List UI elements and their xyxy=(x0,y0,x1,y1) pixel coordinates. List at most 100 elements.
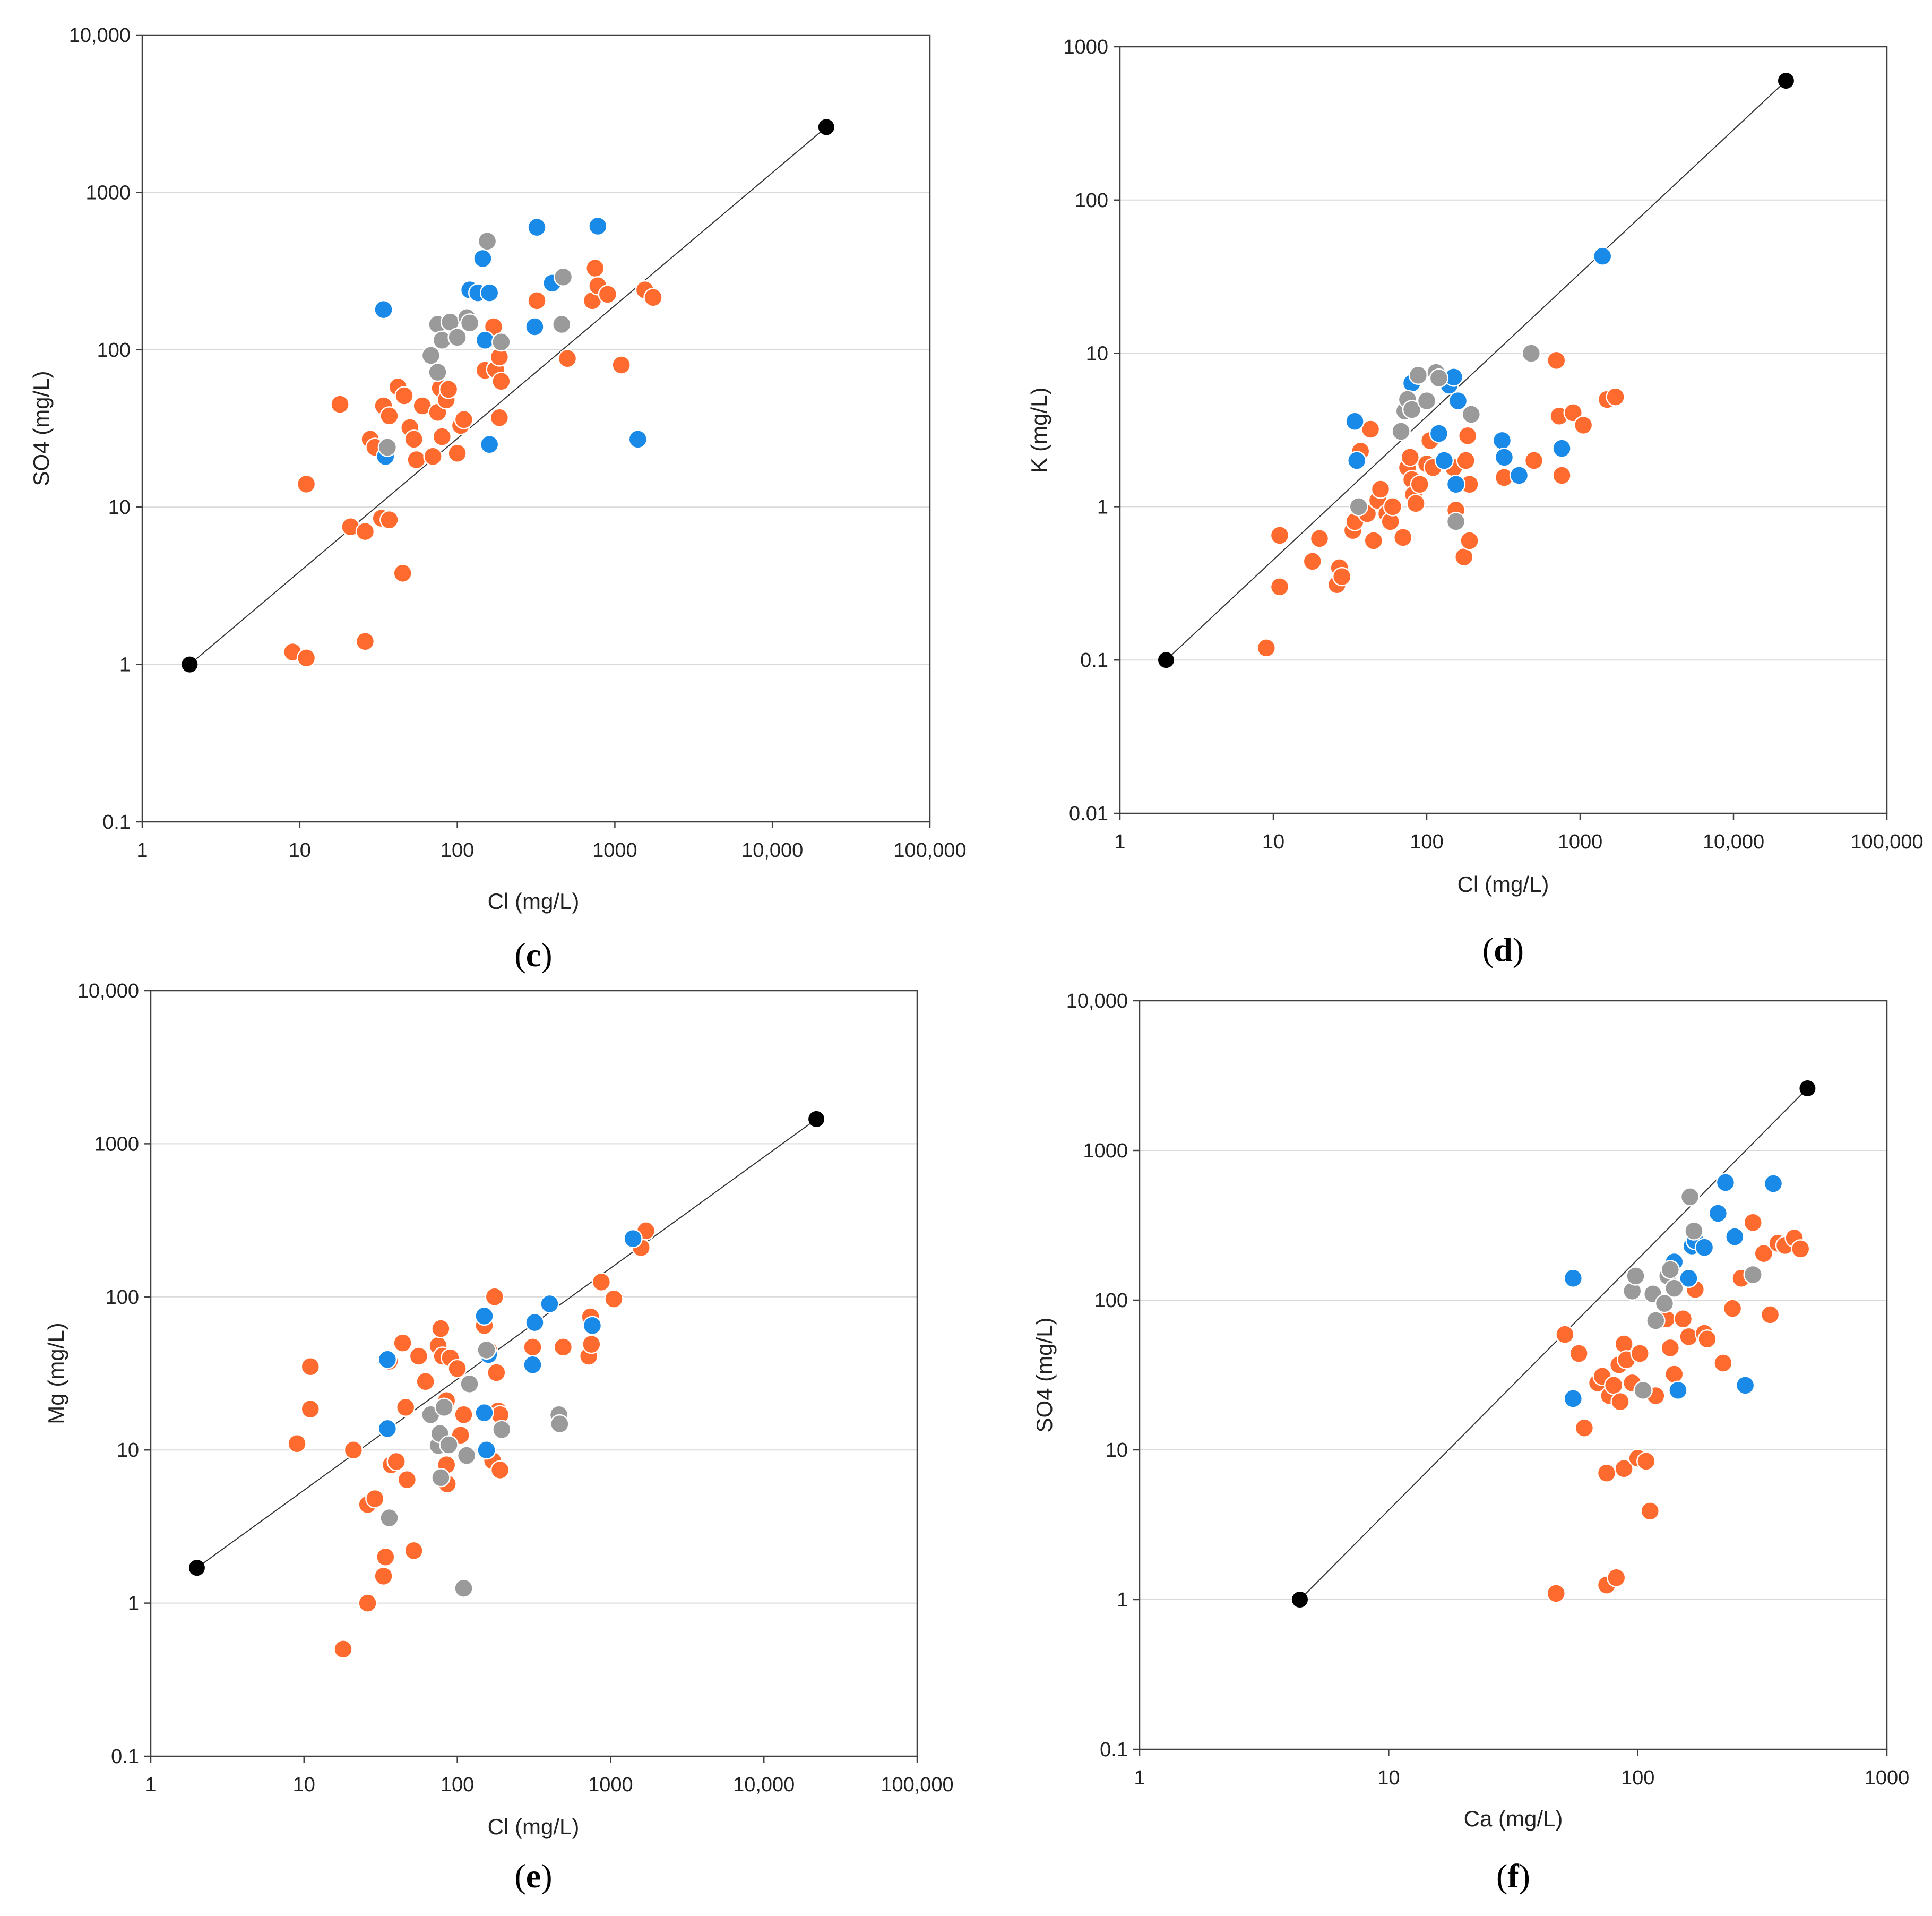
panel-c-y-tick-label: 1 xyxy=(119,654,131,676)
panel-e-y-tick-label: 10,000 xyxy=(77,980,139,1002)
panel-d-point-gray xyxy=(1429,368,1449,388)
panel-e-point-blue xyxy=(623,1228,643,1249)
panel-d-point-orange xyxy=(1360,419,1381,439)
panel-f-x-tick-label: 100 xyxy=(1621,1767,1654,1789)
panel-c: 1 10 100 1000 10,000 100,000 0.1110100100010,… xyxy=(29,24,967,974)
panel-d-y-axis-title: K (mg/L) xyxy=(1027,387,1051,472)
panel-f-point-gray xyxy=(1633,1380,1653,1401)
panel-e-point-orange xyxy=(431,1319,451,1338)
panel-d-x-axis-title: Cl (mg/L) xyxy=(1457,872,1549,897)
panel-c-point-blue xyxy=(374,299,393,320)
panel-e-point-blue xyxy=(523,1355,542,1375)
panel-c-points xyxy=(182,119,834,673)
panel-c-point-blue xyxy=(475,330,495,350)
panel-d-point-blue xyxy=(1347,451,1367,470)
panel-e-point-orange xyxy=(416,1371,435,1391)
panel-e-point-orange xyxy=(395,1397,416,1417)
panel-d-point-orange xyxy=(1309,529,1330,548)
panel-e-point-blue xyxy=(477,1440,496,1460)
panel-c-point-orange xyxy=(355,632,375,651)
panel-e-point-reference xyxy=(188,1560,205,1576)
panel-f-point-orange xyxy=(1760,1305,1780,1325)
panel-d-point-gray xyxy=(1417,391,1437,411)
panel-f-y-tick-label: 1000 xyxy=(1083,1140,1128,1162)
panel-c-point-gray xyxy=(460,313,480,333)
panel-c-point-blue xyxy=(588,216,608,236)
panel-c-point-orange xyxy=(447,443,467,463)
panel-f-plot-frame xyxy=(1138,1000,1888,1750)
panel-c-point-gray xyxy=(491,332,511,352)
panel-d-point-gray xyxy=(1408,365,1428,385)
panel-c-gridlines xyxy=(142,192,930,665)
panel-c-label-letter: c xyxy=(526,936,541,974)
panel-c-y-tick-label: 100 xyxy=(97,339,131,362)
panel-e-point-orange xyxy=(287,1434,307,1454)
panel-e-point-orange xyxy=(553,1337,573,1357)
panel-c-y-axis-title: SO4 (mg/L) xyxy=(29,371,54,486)
panel-d-point-orange xyxy=(1270,526,1290,545)
panel-f-point-orange xyxy=(1679,1327,1698,1347)
panel-f-points xyxy=(1291,1080,1816,1608)
panel-d-point-blue xyxy=(1446,474,1466,494)
panel-d-y-tick-label: 0.01 xyxy=(1069,803,1108,825)
panel-e-plot-frame xyxy=(150,990,918,1757)
panel-e-point-gray xyxy=(460,1374,479,1394)
panel-f-y-tick-label: 0.1 xyxy=(1100,1739,1128,1761)
panel-f-point-blue xyxy=(1708,1204,1728,1223)
panel-f-point-gray xyxy=(1743,1265,1763,1285)
panel-c-y-tick-label: 0.1 xyxy=(102,811,131,834)
panel-d-y-tick-label: 0.1 xyxy=(1080,649,1108,672)
panel-c-point-blue xyxy=(525,317,545,337)
panel-f-point-gray xyxy=(1680,1187,1700,1207)
panel-f-point-blue xyxy=(1694,1238,1714,1257)
panel-c-point-orange xyxy=(380,406,399,426)
panel-e-y-tick-label: 0.1 xyxy=(111,1746,139,1768)
panel-f-point-orange xyxy=(1569,1344,1589,1363)
panel-d-point-blue xyxy=(1345,411,1365,431)
panel-d-point-orange xyxy=(1303,552,1323,571)
panel-e-point-orange xyxy=(333,1639,353,1659)
panel-d-point-blue xyxy=(1434,451,1454,470)
panel-c-point-orange xyxy=(330,394,350,414)
panel-f-point-blue xyxy=(1735,1376,1755,1395)
panel-c-point-gray xyxy=(377,437,398,457)
panel-f: 1 10 100 1000 0.1 1 10 100 1000 10,000 Ca (mg/L)… xyxy=(1032,990,1909,1895)
panel-d-point-reference xyxy=(1778,73,1794,89)
panel-d-point-orange xyxy=(1364,531,1384,551)
panel-f-y-axis-title: SO4 (mg/L) xyxy=(1032,1317,1057,1432)
panel-d-point-orange xyxy=(1454,547,1474,567)
panel-f-point-orange xyxy=(1606,1568,1626,1588)
panel-f-point-orange xyxy=(1640,1501,1660,1521)
panel-f-point-orange xyxy=(1555,1325,1575,1344)
panel-f-point-orange xyxy=(1754,1243,1774,1264)
panel-e-point-gray xyxy=(380,1508,399,1528)
panel-f-point-blue xyxy=(1679,1268,1698,1288)
panel-c-label: (c) xyxy=(514,936,552,974)
panel-d-point-blue xyxy=(1592,246,1612,266)
panel-f-point-orange xyxy=(1630,1344,1650,1363)
panel-d-x-tick-label: 10,000 xyxy=(1703,831,1764,853)
panel-f-y-tick-label: 100 xyxy=(1094,1290,1128,1312)
panel-f-y-tick-label: 10,000 xyxy=(1066,990,1128,1012)
panel-e-point-gray xyxy=(431,1467,451,1488)
panel-e-point-gray xyxy=(439,1435,459,1455)
panel-f-y-tick-label: 1 xyxy=(1117,1589,1128,1611)
panel-e-point-blue xyxy=(377,1350,398,1369)
panel-f-point-gray xyxy=(1654,1294,1675,1313)
panel-e-point-gray xyxy=(454,1578,473,1598)
panel-c-point-orange xyxy=(380,510,399,530)
panel-f-point-blue xyxy=(1725,1227,1745,1247)
panel-d-label-letter: d xyxy=(1494,931,1513,968)
panel-c-point-orange xyxy=(611,355,631,375)
panel-d-plot-frame xyxy=(1119,46,1888,814)
panel-d-point-gray xyxy=(1521,343,1541,363)
panel-f-point-gray xyxy=(1664,1278,1684,1298)
panel-c-x-tick-labels: 1 10 100 1000 10,000 100,000 xyxy=(136,822,967,862)
panel-e-point-orange xyxy=(386,1451,406,1472)
panel-e-point-orange xyxy=(604,1289,624,1309)
panel-e-point-orange xyxy=(409,1346,429,1366)
panel-f-point-reference xyxy=(1799,1080,1816,1096)
panel-f-point-orange xyxy=(1546,1584,1566,1603)
panel-d-y-tick-label: 1000 xyxy=(1063,36,1108,58)
panel-d-point-orange xyxy=(1606,387,1625,407)
